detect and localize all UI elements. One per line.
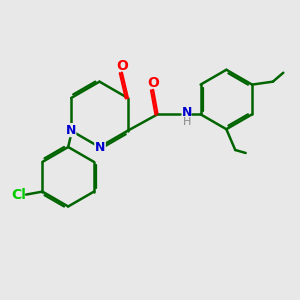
Text: Cl: Cl — [11, 188, 26, 202]
Text: O: O — [116, 59, 128, 73]
Text: N: N — [65, 124, 76, 136]
Text: N: N — [95, 141, 105, 154]
Text: O: O — [147, 76, 159, 90]
Text: H: H — [183, 117, 191, 127]
Text: N: N — [182, 106, 192, 119]
